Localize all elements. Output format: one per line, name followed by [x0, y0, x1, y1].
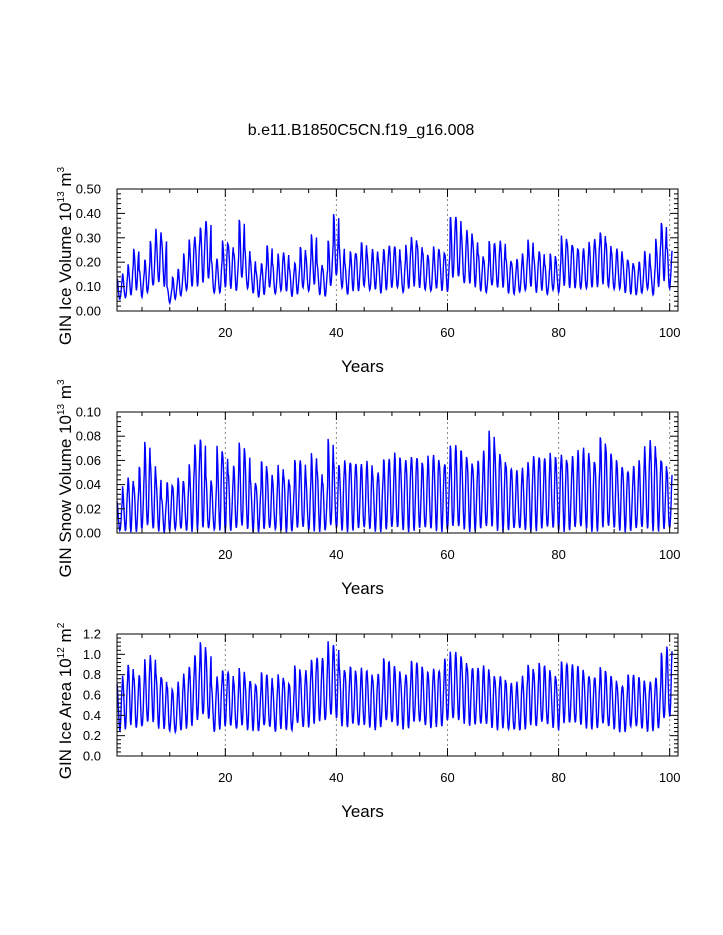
- y-tick-label: 0.10: [76, 279, 101, 294]
- y-axis-label-unit: m: [56, 385, 75, 404]
- x-axis-label: Years: [341, 802, 384, 821]
- y-axis-label-unit-power: 3: [56, 166, 67, 172]
- series-line: [116, 641, 673, 735]
- y-axis-label-exponent: 13: [56, 191, 67, 203]
- y-axis-label: GIN Ice Area 1012 m2: [56, 622, 75, 779]
- y-axis-label: GIN Ice Volume 1013 m3: [56, 166, 75, 345]
- x-tick-label: 100: [659, 325, 681, 340]
- y-axis-label-text: GIN Snow Volume 10: [56, 415, 75, 578]
- y-tick-label: 0.40: [76, 206, 101, 221]
- y-tick-label: 0.6: [83, 688, 101, 703]
- y-tick-label: 0.8: [83, 667, 101, 682]
- x-tick-label: 60: [440, 325, 454, 340]
- x-tick-label: 20: [218, 547, 232, 562]
- x-tick-label: 20: [218, 770, 232, 785]
- series-line: [116, 430, 673, 533]
- x-tick-label: 40: [329, 547, 343, 562]
- x-tick-label: 60: [440, 770, 454, 785]
- plot-frame: [116, 411, 679, 534]
- x-tick-label: 80: [551, 325, 565, 340]
- y-tick-label: 1.2: [83, 627, 101, 642]
- y-tick-label: 0.06: [76, 453, 101, 468]
- x-tick-label: 100: [659, 547, 681, 562]
- x-tick-label: 60: [440, 547, 454, 562]
- y-tick-label: 0.50: [76, 182, 101, 197]
- series-line: [116, 214, 673, 306]
- x-tick-label: 100: [659, 770, 681, 785]
- y-axis-label-unit-power: 3: [56, 379, 67, 385]
- x-tick-label: 80: [551, 770, 565, 785]
- y-axis-label: GIN Snow Volume 1013 m3: [56, 379, 75, 578]
- y-axis-label-text: GIN Ice Volume 10: [56, 202, 75, 345]
- y-axis-label-text: GIN Ice Area 10: [56, 658, 75, 779]
- figure-title: b.e11.B1850C5CN.f19_g16.008: [248, 122, 475, 139]
- y-tick-label: 0.2: [83, 728, 101, 743]
- y-tick-label: 0.08: [76, 429, 101, 444]
- y-tick-label: 0.20: [76, 255, 101, 270]
- y-axis-label-unit: m: [56, 628, 75, 647]
- x-tick-label: 40: [329, 770, 343, 785]
- chart-panel-1: 20 40 60 80 100 0.00 0.10 0.20 0.30 0.40 0.50 Years…: [56, 166, 681, 376]
- y-tick-label: 0.00: [76, 526, 101, 541]
- x-axis-label: Years: [341, 357, 384, 376]
- y-axis-label-exponent: 13: [56, 403, 67, 415]
- y-tick-label: 0.10: [76, 405, 101, 420]
- chart-panel-3: 20 40 60 80 100 0.0 0.2 0.4 0.6 0.8 1.0 1.2 Years GIN…: [56, 622, 681, 821]
- plot-frame: [116, 188, 679, 312]
- y-axis-label-unit-power: 2: [56, 622, 67, 628]
- y-axis-label-exponent: 12: [56, 647, 67, 659]
- y-tick-label: 0.04: [76, 477, 101, 492]
- x-tick-label: 80: [551, 547, 565, 562]
- y-tick-label: 0.0: [83, 749, 101, 764]
- y-tick-label: 0.4: [83, 708, 101, 723]
- y-tick-label: 0.02: [76, 501, 101, 516]
- chart-panel-2: 20 40 60 80 100 0.00 0.02 0.04 0.06 0.08 0.10 Years…: [56, 379, 681, 598]
- y-tick-label: 0.30: [76, 230, 101, 245]
- y-axis-label-unit: m: [56, 172, 75, 191]
- x-tick-label: 20: [218, 325, 232, 340]
- x-axis-label: Years: [341, 579, 384, 598]
- y-tick-label: 0.00: [76, 304, 101, 319]
- x-tick-label: 40: [329, 325, 343, 340]
- y-tick-label: 1.0: [83, 647, 101, 662]
